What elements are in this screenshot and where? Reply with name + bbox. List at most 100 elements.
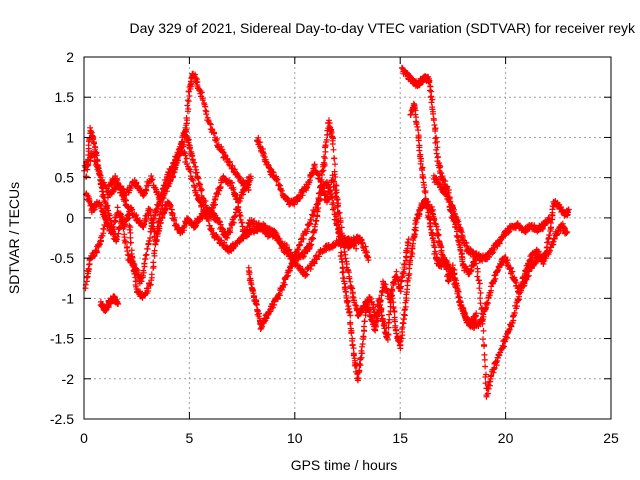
data-point [427,87,433,94]
data-point [428,99,435,106]
data-point [329,141,336,147]
data-point [147,208,153,215]
y-tick-label: -1 [62,290,75,306]
data-point [335,202,341,209]
data-point [189,156,196,163]
data-marks [81,64,572,400]
data-point [517,287,524,294]
data-point [445,199,452,206]
data-point [307,242,314,249]
data-point [390,280,397,287]
data-point [401,312,408,319]
data-point [330,146,337,153]
data-point [362,243,369,250]
data-point [140,272,146,279]
data-point [480,313,487,320]
data-point [299,267,306,274]
series-track-2 [82,124,254,301]
data-point [171,217,178,224]
data-point [423,202,430,208]
data-point [143,186,150,193]
data-point [100,194,107,201]
data-point [415,127,422,134]
data-point [236,173,243,180]
data-point [347,312,354,319]
data-point [447,208,454,214]
data-point [141,221,148,228]
data-point [480,336,486,343]
data-point [152,241,159,248]
data-point [433,134,440,141]
data-point [167,202,174,209]
data-point [184,102,191,109]
data-point [122,238,129,245]
data-point [398,335,405,342]
data-point [304,184,311,191]
data-point [410,77,417,83]
data-point [393,268,400,275]
x-tick-label: 5 [186,430,194,446]
data-point [541,257,548,264]
data-point [353,302,360,309]
y-tick-label: 1 [66,129,74,145]
data-point [473,252,480,259]
data-point [404,247,411,254]
data-point [244,182,251,189]
data-point [205,217,212,224]
data-point [302,270,309,277]
data-point [473,310,480,317]
data-point [196,198,203,205]
data-point [273,230,280,237]
data-point [236,198,243,204]
data-point [450,217,457,224]
data-point [518,282,525,288]
data-point [476,285,483,292]
data-point [215,191,222,198]
data-point [404,278,411,285]
data-point [422,188,429,194]
data-point [385,331,392,338]
data-point [342,288,349,295]
y-tick-label: 2 [66,49,74,65]
data-point [361,318,368,325]
data-point [96,170,103,177]
data-point [316,176,323,183]
data-point [434,176,441,183]
data-point [409,250,416,257]
data-point [97,180,104,187]
data-point [278,187,285,194]
data-point [229,179,236,186]
data-point [414,123,421,130]
data-point [413,119,420,126]
data-point [434,232,441,239]
data-point [184,97,191,104]
data-point [221,239,228,246]
data-point [310,235,316,242]
data-point [329,172,336,179]
y-tick-label: -2.5 [50,411,74,427]
data-point [123,217,130,223]
data-point [370,305,377,312]
data-point [472,255,479,262]
data-point [341,278,347,285]
data-point [453,232,460,239]
data-point [353,245,360,252]
data-point [295,246,301,253]
x-tick-label: 15 [392,430,408,446]
data-point [357,362,364,369]
data-point [479,320,486,327]
data-point [403,254,410,261]
data-point [193,169,200,176]
data-point [145,285,152,292]
data-point [563,230,570,236]
data-point [144,246,151,252]
data-point [497,349,504,356]
data-point [183,155,190,162]
data-point [510,312,517,319]
data-point [283,273,290,280]
data-point [475,277,482,284]
data-point [377,297,384,304]
data-point [503,334,510,341]
data-point [390,279,396,286]
